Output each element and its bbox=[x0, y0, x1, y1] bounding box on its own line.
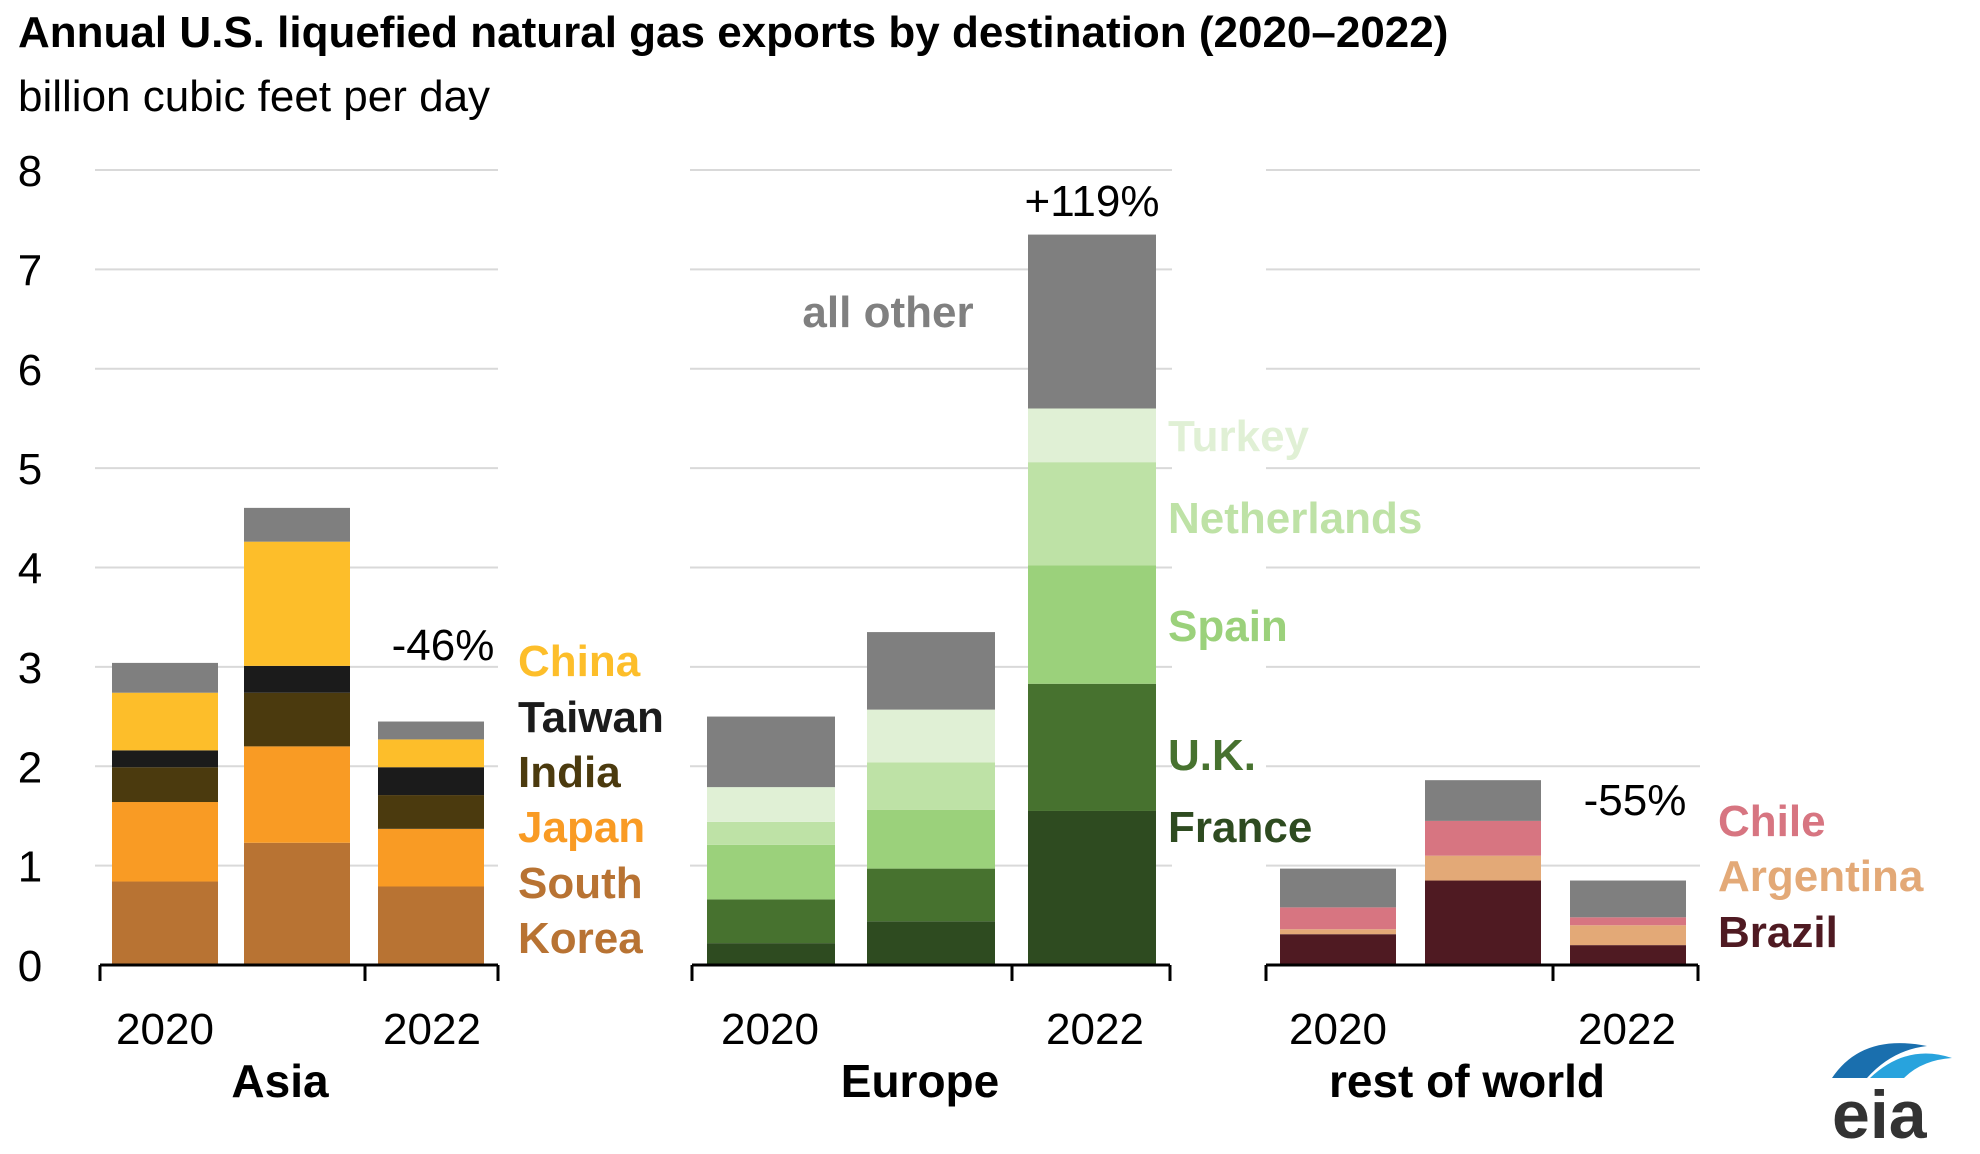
legend-label-argentina: Argentina bbox=[1718, 852, 1924, 901]
bar-segment-row-2021-chile bbox=[1425, 820, 1541, 856]
bar-segment-europe-2020-turkey bbox=[707, 787, 835, 822]
bar-segment-europe-2021-u-k- bbox=[867, 868, 995, 922]
eia-logo: eia bbox=[1822, 1038, 1972, 1153]
legend-label-south-korea: South bbox=[518, 859, 643, 908]
y-tick-label: 0 bbox=[18, 942, 42, 991]
legend-label-france: France bbox=[1168, 803, 1312, 852]
bar-segment-row-2022-chile bbox=[1570, 917, 1686, 926]
bar-segment-row-2020-chile bbox=[1280, 907, 1396, 930]
y-tick-label: 5 bbox=[18, 445, 42, 494]
bar-segment-europe-2022-turkey bbox=[1028, 408, 1156, 463]
legend-label-china: China bbox=[518, 637, 641, 686]
x-tick-label: 2020 bbox=[721, 1005, 819, 1054]
bar-segment-europe-2020-france bbox=[707, 943, 835, 965]
bar-segment-asia-2021-japan bbox=[244, 746, 350, 843]
percent-change-annotation: -46% bbox=[392, 621, 495, 670]
chart-subtitle: billion cubic feet per day bbox=[18, 72, 491, 121]
bar-segment-row-2021-all-other bbox=[1425, 780, 1541, 821]
legend-label-spain: Spain bbox=[1168, 602, 1288, 651]
bar-segment-asia-2020-china bbox=[112, 692, 218, 751]
bar-segment-asia-2022-japan bbox=[378, 828, 484, 887]
y-tick-label: 4 bbox=[18, 545, 42, 594]
legend-label-netherlands: Netherlands bbox=[1168, 494, 1422, 543]
bar-segment-row-2022-argentina bbox=[1570, 925, 1686, 946]
bar-segment-asia-2020-taiwan bbox=[112, 750, 218, 768]
eia-logo-swoosh bbox=[1832, 1043, 1927, 1078]
panel-label-row: rest of world bbox=[1329, 1055, 1605, 1107]
x-tick-label: 2022 bbox=[1578, 1005, 1676, 1054]
y-tick-label: 1 bbox=[18, 843, 42, 892]
bar-segment-europe-2021-all-other bbox=[867, 632, 995, 710]
bar-segment-asia-2021-china bbox=[244, 541, 350, 666]
bar-segment-asia-2022-india bbox=[378, 795, 484, 829]
bar-segment-asia-2021-india bbox=[244, 692, 350, 747]
bar-segment-europe-2021-turkey bbox=[867, 709, 995, 763]
chart-title: Annual U.S. liquefied natural gas export… bbox=[18, 8, 1449, 57]
panel-label-asia: Asia bbox=[231, 1055, 329, 1107]
y-tick-label: 2 bbox=[18, 743, 42, 792]
x-tick-label: 2022 bbox=[1046, 1005, 1144, 1054]
bar-segment-row-2020-all-other bbox=[1280, 868, 1396, 908]
bar-segment-row-2021-argentina bbox=[1425, 855, 1541, 881]
bar-segment-asia-2021-south-korea bbox=[244, 842, 350, 965]
x-tick-label: 2020 bbox=[116, 1005, 214, 1054]
bar-segment-row-2022-all-other bbox=[1570, 880, 1686, 918]
panel-label-europe: Europe bbox=[841, 1055, 999, 1107]
eia-logo-text: eia bbox=[1832, 1077, 1928, 1148]
bar-segment-asia-2022-china bbox=[378, 739, 484, 768]
x-tick-label: 2022 bbox=[383, 1005, 481, 1054]
bar-segment-europe-2020-netherlands bbox=[707, 821, 835, 845]
bar-segment-europe-2020-u-k- bbox=[707, 899, 835, 944]
legend-label-taiwan: Taiwan bbox=[518, 693, 664, 742]
bar-segment-asia-2020-india bbox=[112, 767, 218, 803]
legend-label-japan: Japan bbox=[518, 803, 645, 852]
legend-label-turkey: Turkey bbox=[1168, 412, 1310, 461]
bar-segment-row-2020-brazil bbox=[1280, 934, 1396, 965]
bar-segment-row-2022-brazil bbox=[1570, 945, 1686, 965]
bar-segment-row-2021-brazil bbox=[1425, 880, 1541, 965]
bar-segment-europe-2022-all-other bbox=[1028, 234, 1156, 409]
bar-segment-asia-2022-taiwan bbox=[378, 767, 484, 796]
bar-segment-europe-2021-france bbox=[867, 921, 995, 965]
bar-segment-europe-2021-netherlands bbox=[867, 762, 995, 810]
percent-change-annotation: +119% bbox=[1025, 177, 1160, 226]
bar-segment-europe-2020-all-other bbox=[707, 716, 835, 788]
bar-segment-asia-2020-japan bbox=[112, 802, 218, 882]
y-tick-label: 6 bbox=[18, 346, 42, 395]
bar-segment-asia-2020-all-other bbox=[112, 662, 218, 693]
bar-segment-asia-2020-south-korea bbox=[112, 881, 218, 965]
legend-label-brazil: Brazil bbox=[1718, 908, 1838, 957]
percent-change-annotation: -55% bbox=[1584, 776, 1687, 825]
bar-segment-asia-2021-all-other bbox=[244, 507, 350, 542]
y-tick-label: 7 bbox=[18, 246, 42, 295]
bar-segment-europe-2022-france bbox=[1028, 810, 1156, 965]
bar-segment-asia-2022-south-korea bbox=[378, 886, 484, 965]
eia-logo-swoosh bbox=[1870, 1053, 1952, 1078]
legend-label-india: India bbox=[518, 748, 621, 797]
bar-segment-asia-2022-all-other bbox=[378, 721, 484, 740]
bar-segment-europe-2022-spain bbox=[1028, 565, 1156, 684]
bar-segment-europe-2020-spain bbox=[707, 844, 835, 900]
bar-segment-europe-2022-u-k- bbox=[1028, 683, 1156, 811]
bar-segment-row-2020-argentina bbox=[1280, 929, 1396, 935]
y-tick-label: 3 bbox=[18, 644, 42, 693]
y-tick-label: 8 bbox=[18, 147, 42, 196]
legend-label-all-other: all other bbox=[802, 288, 973, 337]
legend-label-u-k-: U.K. bbox=[1168, 731, 1256, 780]
legend-label-chile: Chile bbox=[1718, 797, 1826, 846]
bar-segment-asia-2021-taiwan bbox=[244, 665, 350, 693]
legend-label-south-korea: Korea bbox=[518, 914, 643, 963]
x-tick-label: 2020 bbox=[1289, 1005, 1387, 1054]
bar-segment-europe-2022-netherlands bbox=[1028, 462, 1156, 566]
bar-segment-europe-2021-spain bbox=[867, 809, 995, 869]
